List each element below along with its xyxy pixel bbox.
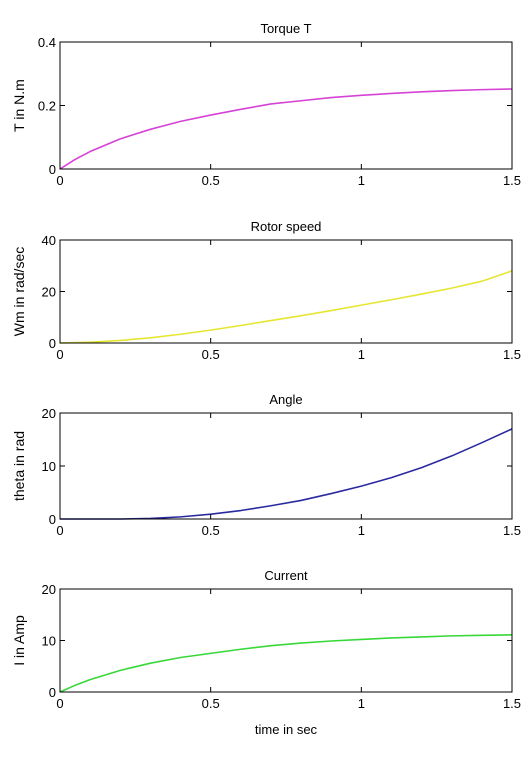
y-tick-label: 10 xyxy=(42,634,56,649)
y-axis-label: T in N.m xyxy=(11,79,27,132)
x-tick-label: 0 xyxy=(56,523,63,538)
y-tick-label: 20 xyxy=(42,285,56,300)
y-axis-label: theta in rad xyxy=(11,431,27,501)
plot-area xyxy=(60,240,512,343)
x-tick-label: 1 xyxy=(358,696,365,711)
series-line-1 xyxy=(59,634,513,693)
x-tick-label: 0.5 xyxy=(202,523,220,538)
x-tick-label: 0 xyxy=(56,173,63,188)
y-tick-label: 0 xyxy=(49,162,56,177)
series-line-1 xyxy=(59,88,513,170)
series-line-1 xyxy=(59,270,513,344)
y-tick-label: 0.4 xyxy=(38,35,56,50)
chart-title: Current xyxy=(264,568,308,583)
y-tick-label: 40 xyxy=(42,233,56,248)
chart-title: Torque T xyxy=(260,21,311,36)
y-tick-label: 20 xyxy=(42,582,56,597)
x-tick-label: 0.5 xyxy=(202,696,220,711)
subplot-1: 0 0.5 1 1.5 0 0.2 0.4 Torque T T in N.m xyxy=(11,21,521,188)
chart-title: Angle xyxy=(269,392,302,407)
y-tick-label: 10 xyxy=(42,459,56,474)
y-axis-label: Wm in rad/sec xyxy=(11,247,27,336)
y-tick-label: 0 xyxy=(49,336,56,351)
x-tick-label: 0 xyxy=(56,696,63,711)
x-tick-label: 1 xyxy=(358,347,365,362)
subplot-2: 0 0.5 1 1.5 0 20 40 Rotor speed Wm in rad/sec xyxy=(11,219,521,362)
y-tick-label: 0 xyxy=(49,685,56,700)
subplot-3: 0 0.5 1 1.5 0 10 20 Angle theta in rad xyxy=(11,392,521,538)
y-axis-label: I in Amp xyxy=(11,615,27,666)
x-tick-label: 0.5 xyxy=(202,173,220,188)
subplot-4: 0 0.5 1 1.5 0 10 20 Current I in Amp time in sec xyxy=(11,568,521,737)
x-tick-label: 1.5 xyxy=(503,523,521,538)
x-tick-label: 1.5 xyxy=(503,696,521,711)
x-tick-label: 1.5 xyxy=(503,173,521,188)
x-tick-label: 1 xyxy=(358,173,365,188)
plot-area xyxy=(60,413,512,519)
y-tick-label: 0.2 xyxy=(38,99,56,114)
y-tick-label: 0 xyxy=(49,512,56,527)
x-tick-label: 0 xyxy=(56,347,63,362)
x-tick-label: 1.5 xyxy=(503,347,521,362)
x-axis-label: time in sec xyxy=(255,722,318,737)
x-tick-label: 0.5 xyxy=(202,347,220,362)
plot-area xyxy=(60,42,512,169)
x-tick-label: 1 xyxy=(358,523,365,538)
chart-title: Rotor speed xyxy=(251,219,322,234)
y-tick-label: 20 xyxy=(42,406,56,421)
plot-area xyxy=(60,589,512,692)
